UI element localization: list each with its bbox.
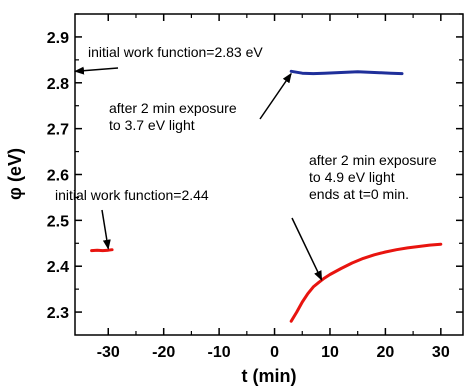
y-tick-label: 2.6 (47, 168, 69, 185)
y-tick-label: 2.3 (47, 305, 69, 322)
annotation-text: to 4.9 eV light (309, 169, 395, 185)
series-group (90, 69, 443, 323)
annotation-arrow (74, 66, 119, 75)
annotation-1: initial work function=2.83 eV (74, 44, 263, 75)
y-tick-label: 2.8 (47, 76, 69, 93)
y-tick-label: 2.5 (47, 213, 69, 230)
annotation-text: initial work function=2.44 (55, 187, 209, 203)
series-line-2 (289, 69, 404, 76)
y-axis: 2.3 2.4 2.5 2.6 2.7 2.8 2.9 (47, 13, 463, 322)
x-axis: -30 -20 -10 0 10 20 30 (97, 14, 450, 361)
annotation-arrow (101, 209, 111, 250)
annotation-text: to 3.7 eV light (109, 117, 195, 133)
x-tick-label: -30 (97, 344, 120, 361)
x-tick-label: -10 (208, 344, 231, 361)
annotation-text: initial work function=2.83 eV (88, 44, 263, 60)
y-tick-label: 2.9 (47, 30, 69, 47)
x-tick-label: 0 (270, 344, 279, 361)
y-tick-label: 2.4 (47, 259, 69, 276)
y-tick-label: 2.7 (47, 122, 69, 139)
series-line-1 (90, 248, 114, 253)
x-tick-label: -20 (152, 344, 175, 361)
series-line-3 (289, 242, 443, 323)
x-tick-label: 30 (432, 344, 450, 361)
annotation-3: initial work function=2.44 (55, 187, 209, 250)
plot-frame (74, 13, 464, 336)
annotation-text: after 2 min exposure (309, 152, 437, 168)
annotation-text: ends at t=0 min. (309, 186, 409, 202)
y-axis-title: φ (eV) (5, 148, 25, 200)
annotations: initial work function=2.83 eV after 2 min… (55, 44, 437, 281)
annotation-text: after 2 min exposure (109, 100, 237, 116)
x-tick-label: 10 (321, 344, 339, 361)
x-axis-title: t (min) (242, 366, 297, 386)
annotation-arrow (291, 217, 323, 281)
x-tick-label: 20 (377, 344, 395, 361)
annotation-arrow (259, 72, 292, 120)
